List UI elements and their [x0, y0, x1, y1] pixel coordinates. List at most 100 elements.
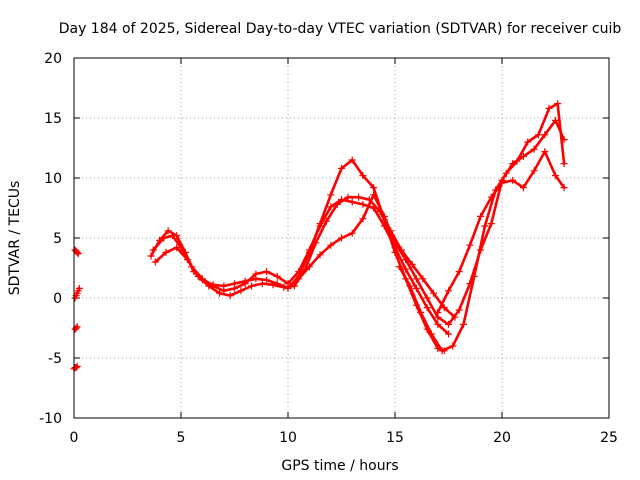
data-point: [359, 215, 367, 223]
data-point: [160, 234, 168, 242]
data-point: [434, 308, 442, 316]
data-point: [487, 193, 495, 201]
data-point: [513, 157, 521, 165]
data-point: [417, 308, 425, 316]
data-point: [305, 263, 313, 271]
data-point: [338, 234, 345, 242]
data-point: [423, 304, 431, 312]
data-point: [406, 282, 414, 290]
y-tick-labels: -10 -5 0 5 10 15 20: [39, 51, 62, 427]
y-tick-label: 20: [44, 51, 62, 67]
data-point: [205, 282, 213, 290]
data-point: [327, 241, 335, 249]
data-point: [509, 176, 517, 184]
data-point: [498, 179, 506, 187]
data-point: [412, 275, 420, 283]
data-point: [323, 217, 331, 225]
plot-area: [70, 100, 568, 373]
data-point: [216, 289, 224, 297]
data-point: [530, 145, 538, 153]
data-point: [423, 294, 431, 302]
data-point: [487, 220, 495, 228]
data-point: [545, 104, 553, 112]
x-tick-label: 0: [70, 430, 79, 446]
satellite-track-d-line: [297, 119, 566, 326]
data-point: [412, 284, 420, 292]
data-point: [149, 246, 157, 254]
data-point: [74, 250, 82, 258]
x-tick-label: 10: [279, 430, 297, 446]
data-point: [248, 282, 256, 290]
data-point: [438, 347, 446, 355]
data-point: [541, 148, 549, 156]
data-point: [455, 306, 463, 314]
data-point: [316, 251, 324, 259]
data-point: [552, 116, 559, 124]
y-tick-label: 5: [53, 231, 62, 247]
data-point: [269, 281, 277, 289]
data-point: [295, 275, 303, 283]
data-point: [348, 229, 356, 237]
data-point: [534, 131, 542, 139]
satellite-track-h: [71, 284, 83, 302]
satellite-track-j: [70, 362, 81, 373]
data-point: [312, 239, 320, 247]
data-point: [241, 280, 249, 288]
x-axis-title: GPS time / hours: [281, 458, 398, 474]
data-point: [466, 241, 474, 249]
data-point: [73, 362, 81, 370]
y-tick-label: 10: [44, 171, 62, 187]
data-point: [554, 100, 562, 108]
data-point: [327, 203, 335, 211]
data-point: [73, 248, 81, 256]
data-point: [164, 227, 172, 235]
data-point: [75, 284, 83, 292]
satellite-track-b-line: [151, 198, 450, 336]
data-point: [151, 258, 159, 266]
y-tick-label: 15: [44, 111, 62, 127]
data-point: [295, 268, 303, 276]
data-point: [280, 283, 288, 291]
satellite-track-e: [395, 100, 568, 355]
data-point: [459, 320, 467, 328]
y-tick-label: -5: [48, 351, 62, 367]
data-point: [560, 160, 568, 168]
data-point: [252, 270, 260, 278]
satellite-track-b: [149, 196, 452, 338]
data-point: [231, 284, 238, 292]
data-point: [519, 184, 527, 192]
data-point: [427, 330, 435, 338]
data-point: [183, 256, 191, 264]
data-point: [524, 138, 532, 146]
x-tick-label: 20: [493, 430, 511, 446]
data-point: [391, 239, 399, 247]
data-point: [402, 265, 410, 273]
data-point: [552, 172, 559, 180]
data-point: [263, 268, 271, 276]
x-tick-label: 25: [600, 430, 618, 446]
data-point: [395, 263, 403, 271]
data-point: [290, 282, 298, 290]
data-point: [168, 232, 176, 240]
data-point: [194, 272, 202, 280]
satellite-track-f-line: [436, 150, 566, 314]
y-tick-label: -10: [39, 411, 62, 427]
data-point: [370, 191, 378, 199]
data-point: [263, 276, 271, 284]
data-point: [445, 320, 452, 328]
data-point: [430, 289, 438, 297]
data-point: [258, 280, 266, 288]
satellite-track-f: [434, 148, 568, 316]
y-tick-label: 0: [53, 291, 62, 307]
data-point: [402, 256, 410, 264]
data-point: [455, 268, 463, 276]
data-point: [147, 252, 155, 260]
data-point: [348, 156, 356, 164]
satellite-track-d: [295, 116, 568, 328]
data-point: [502, 169, 510, 177]
data-point: [273, 272, 281, 280]
data-point: [359, 172, 367, 180]
data-point: [370, 184, 378, 192]
data-point: [380, 212, 388, 220]
satellite-track-i: [71, 323, 81, 333]
